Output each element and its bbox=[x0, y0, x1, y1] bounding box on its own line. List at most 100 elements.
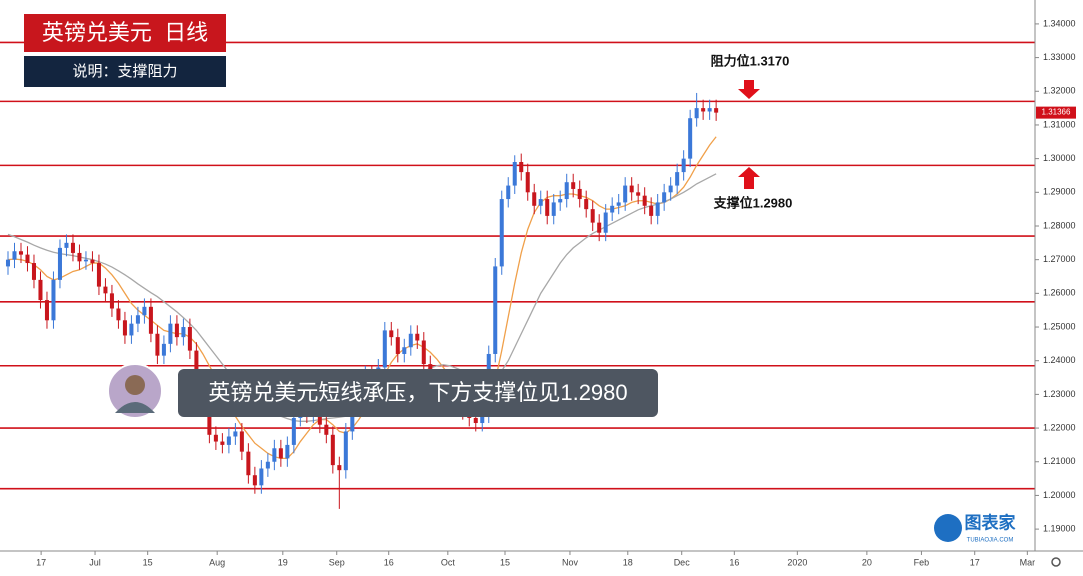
avatar-face bbox=[125, 375, 145, 395]
candle bbox=[38, 271, 43, 309]
candle-body bbox=[278, 448, 283, 459]
candle-body bbox=[714, 108, 719, 113]
candle-body bbox=[96, 263, 101, 287]
candle bbox=[259, 460, 264, 494]
x-tick-label: 17 bbox=[36, 557, 46, 567]
x-tick-label: Sep bbox=[329, 557, 345, 567]
title-box bbox=[24, 14, 226, 52]
candle bbox=[538, 190, 543, 215]
candle bbox=[577, 180, 582, 208]
candle-body bbox=[662, 192, 667, 203]
y-tick-label: 1.23000 bbox=[1043, 389, 1076, 399]
x-tick-label: 2020 bbox=[787, 557, 807, 567]
candle bbox=[285, 436, 290, 467]
candle-body bbox=[480, 414, 485, 424]
candle-body bbox=[135, 315, 140, 324]
candle bbox=[395, 328, 400, 363]
candle bbox=[623, 177, 628, 211]
candle-body bbox=[213, 434, 218, 442]
candle-body bbox=[187, 327, 192, 351]
candle-body bbox=[109, 293, 114, 309]
candle bbox=[278, 439, 283, 467]
candle-body bbox=[25, 254, 30, 264]
candle bbox=[668, 177, 673, 201]
candle-body bbox=[83, 259, 88, 262]
candle-body bbox=[590, 209, 595, 223]
y-tick-label: 1.29000 bbox=[1043, 187, 1076, 197]
candle-body bbox=[64, 242, 69, 248]
candle-body bbox=[493, 266, 498, 354]
logo-icon bbox=[934, 514, 962, 542]
candle bbox=[545, 190, 550, 225]
candle bbox=[64, 234, 69, 257]
candle bbox=[707, 99, 712, 120]
candle-body bbox=[142, 306, 147, 316]
candle bbox=[629, 177, 634, 201]
settings-icon[interactable] bbox=[1051, 557, 1061, 567]
candle bbox=[265, 453, 270, 477]
y-tick-label: 1.30000 bbox=[1043, 153, 1076, 163]
candle-body bbox=[343, 431, 348, 471]
candle bbox=[77, 244, 82, 270]
candle bbox=[25, 246, 30, 272]
candle-body bbox=[129, 323, 134, 336]
candle-body bbox=[174, 323, 179, 338]
candle-body bbox=[668, 185, 673, 193]
overlay: 英镑兑美元 日线 说明：支撑阻力 阻力位1.3170 支撑位1.2980 英镑兑… bbox=[24, 14, 1061, 567]
candle-body bbox=[564, 182, 569, 200]
candle bbox=[142, 298, 147, 324]
candle-body bbox=[688, 118, 693, 159]
x-tick-label: 20 bbox=[862, 557, 872, 567]
candle-body bbox=[408, 333, 413, 348]
candle-body bbox=[252, 475, 257, 486]
candle-body bbox=[506, 185, 511, 200]
candle bbox=[148, 298, 153, 343]
candle bbox=[109, 284, 114, 317]
candle-body bbox=[525, 172, 530, 193]
candle-body bbox=[551, 202, 556, 216]
candle-body bbox=[597, 222, 602, 233]
candle bbox=[675, 163, 680, 194]
candle bbox=[636, 183, 641, 205]
y-tick-label: 1.31000 bbox=[1043, 119, 1076, 129]
candle-body bbox=[324, 424, 329, 435]
y-tick-label: 1.25000 bbox=[1043, 321, 1076, 331]
x-tick-label: 16 bbox=[729, 557, 739, 567]
candle bbox=[168, 315, 173, 353]
candle bbox=[44, 291, 49, 329]
candle bbox=[90, 251, 95, 272]
candle-body bbox=[415, 333, 420, 341]
candle-body bbox=[499, 199, 504, 267]
candle bbox=[135, 306, 140, 333]
down-arrow bbox=[738, 80, 760, 99]
candle-body bbox=[116, 308, 121, 321]
candle bbox=[12, 242, 17, 269]
banner-text: 英镑兑美元短线承压，下方支撑位见1.2980 bbox=[208, 380, 627, 405]
y-tick-label: 1.28000 bbox=[1043, 220, 1076, 230]
y-tick-label: 1.21000 bbox=[1043, 456, 1076, 466]
candle bbox=[493, 257, 498, 363]
candle bbox=[551, 193, 556, 225]
grid bbox=[40, 23, 1039, 555]
up-arrow bbox=[738, 167, 760, 189]
candle bbox=[655, 193, 660, 225]
last-price-box bbox=[1036, 106, 1076, 119]
candle bbox=[662, 183, 667, 211]
candle bbox=[532, 183, 537, 215]
candle bbox=[122, 311, 127, 344]
candle bbox=[324, 416, 329, 444]
candle bbox=[564, 173, 569, 208]
subtitle-box bbox=[24, 56, 226, 87]
candle-body bbox=[701, 108, 706, 112]
candle-body bbox=[12, 251, 17, 260]
candle-body bbox=[161, 343, 166, 356]
candle-body bbox=[181, 327, 186, 338]
candle-body bbox=[545, 199, 550, 216]
candle-body bbox=[623, 185, 628, 203]
y-tick-label: 1.26000 bbox=[1043, 288, 1076, 298]
candle bbox=[83, 251, 88, 270]
candle-body bbox=[675, 172, 680, 186]
candle bbox=[402, 338, 407, 363]
